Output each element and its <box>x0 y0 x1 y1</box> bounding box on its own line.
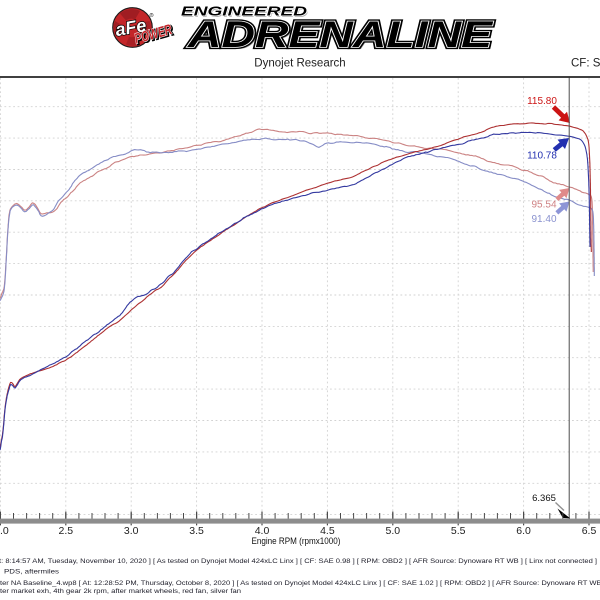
svg-text:3.5: 3.5 <box>189 525 204 537</box>
svg-text:®: ® <box>150 12 154 19</box>
svg-text:5.0: 5.0 <box>385 525 400 537</box>
svg-text:91.40: 91.40 <box>531 214 556 225</box>
svg-text:CF: SAE: CF: SAE <box>571 58 600 70</box>
svg-text:2.0: 2.0 <box>0 525 9 537</box>
svg-text:3.0: 3.0 <box>124 525 139 537</box>
svg-text:ADRENALINE: ADRENALINE <box>187 14 494 55</box>
svg-text:115.80: 115.80 <box>527 96 557 107</box>
svg-text:4.0: 4.0 <box>255 525 270 537</box>
svg-text:5.5: 5.5 <box>451 525 466 537</box>
svg-text:ENGINEERED: ENGINEERED <box>181 4 307 18</box>
svg-text:t: 8:14:57 AM, Tuesday, Novemb: t: 8:14:57 AM, Tuesday, November 10, 202… <box>0 558 597 565</box>
svg-text:95.54: 95.54 <box>531 200 556 211</box>
svg-text:ter market exh, 4th gear 2k rp: ter market exh, 4th gear 2k rpm, after m… <box>0 588 241 595</box>
svg-text:ter NA Baseline_4.wp8 [ At: 12: ter NA Baseline_4.wp8 [ At: 12:28:52 PM,… <box>0 580 600 587</box>
svg-text:ENGINEERED: ENGINEERED <box>182 6 308 20</box>
svg-text:ADRENALINE: ADRENALINE <box>187 14 494 55</box>
svg-text:ADRENALINE: ADRENALINE <box>189 16 496 57</box>
svg-text:6.0: 6.0 <box>516 525 531 537</box>
svg-text:6.365: 6.365 <box>532 493 556 504</box>
svg-text:110.78: 110.78 <box>527 151 557 162</box>
svg-text:6.5: 6.5 <box>582 525 597 537</box>
svg-text:2.5: 2.5 <box>58 525 73 537</box>
svg-text:PDS, aftermiles: PDS, aftermiles <box>4 569 60 576</box>
svg-text:Dynojet Research: Dynojet Research <box>254 58 345 70</box>
svg-text:Engine RPM (rpmx1000): Engine RPM (rpmx1000) <box>252 536 341 547</box>
svg-text:4.5: 4.5 <box>320 525 335 537</box>
